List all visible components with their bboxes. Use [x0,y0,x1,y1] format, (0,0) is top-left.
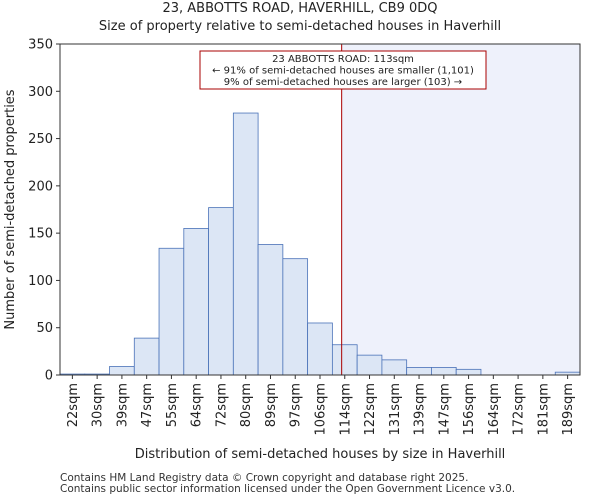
x-tick-label-89sqm: 89sqm [264,383,279,427]
footer-licence: Contains public sector information licen… [60,483,516,495]
y-tick-label-100: 100 [28,274,53,289]
y-tick-label-250: 250 [28,132,53,147]
bar-97sqm [282,258,309,376]
bar-89sqm [257,244,284,376]
y-tick-label-0: 0 [45,369,53,384]
bar-72sqm [208,207,234,376]
x-tick-label-139sqm: 139sqm [413,383,428,436]
bar-80sqm [232,112,259,376]
x-tick-label-131sqm: 131sqm [388,383,403,436]
x-tick-label-147sqm: 147sqm [437,383,452,436]
y-tick-label-350: 350 [28,38,53,53]
footer-copyright: Contains HM Land Registry data © Crown c… [60,472,469,484]
bar-156sqm [455,368,482,376]
larger-region-shade [341,44,580,375]
x-tick-label-181sqm: 181sqm [536,383,551,436]
x-tick-label-55sqm: 55sqm [165,383,180,427]
histogram-chart: 0 50 100 150 200 250 300 350 22sqm 30sqm 39sqm 47sq… [3,38,581,462]
y-tick-label-150: 150 [28,227,53,242]
bar-39sqm [109,366,135,376]
y-tick-label-50: 50 [36,321,53,336]
annotation-box [199,50,487,90]
x-tick-label-22sqm: 22sqm [66,383,81,427]
x-tick-label-122sqm: 122sqm [363,383,378,436]
y-tick-label-200: 200 [28,179,53,194]
x-tick-label-172sqm: 172sqm [512,383,527,436]
x-tick-label-97sqm: 97sqm [289,383,304,427]
bar-64sqm [183,228,209,376]
annotation-line-1: 23 ABBOTTS ROAD: 113sqm [272,54,414,65]
x-tick-label-189sqm: 189sqm [561,383,576,436]
x-tick-label-72sqm: 72sqm [214,383,229,427]
chart-title: 23, ABBOTTS ROAD, HAVERHILL, CB9 0DQ [162,1,438,16]
y-axis-label: Number of semi-detached properties [3,89,18,329]
bar-106sqm [307,322,333,376]
bar-114sqm [331,344,358,376]
bar-147sqm [431,367,457,376]
x-tick-label-64sqm: 64sqm [190,383,205,427]
x-tick-label-164sqm: 164sqm [487,383,502,436]
x-tick-label-156sqm: 156sqm [462,383,477,436]
bar-122sqm [356,354,383,376]
x-tick-label-30sqm: 30sqm [91,383,106,427]
bar-139sqm [406,367,432,376]
annotation-line-2: ← 91% of semi-detached houses are smalle… [212,66,474,77]
bar-47sqm [133,337,160,376]
x-tick-label-39sqm: 39sqm [115,383,130,427]
bar-55sqm [158,247,185,376]
x-axis-label: Distribution of semi-detached houses by … [135,447,506,462]
x-tick-label-80sqm: 80sqm [239,383,254,427]
x-tick-label-114sqm: 114sqm [338,383,353,436]
annotation-line-3: 9% of semi-detached houses are larger (1… [224,77,462,88]
bar-131sqm [381,359,408,376]
x-tick-label-106sqm: 106sqm [314,383,329,436]
chart-subtitle: Size of property relative to semi-detach… [98,19,502,34]
x-tick-label-47sqm: 47sqm [140,383,155,427]
y-tick-label-300: 300 [28,85,53,100]
